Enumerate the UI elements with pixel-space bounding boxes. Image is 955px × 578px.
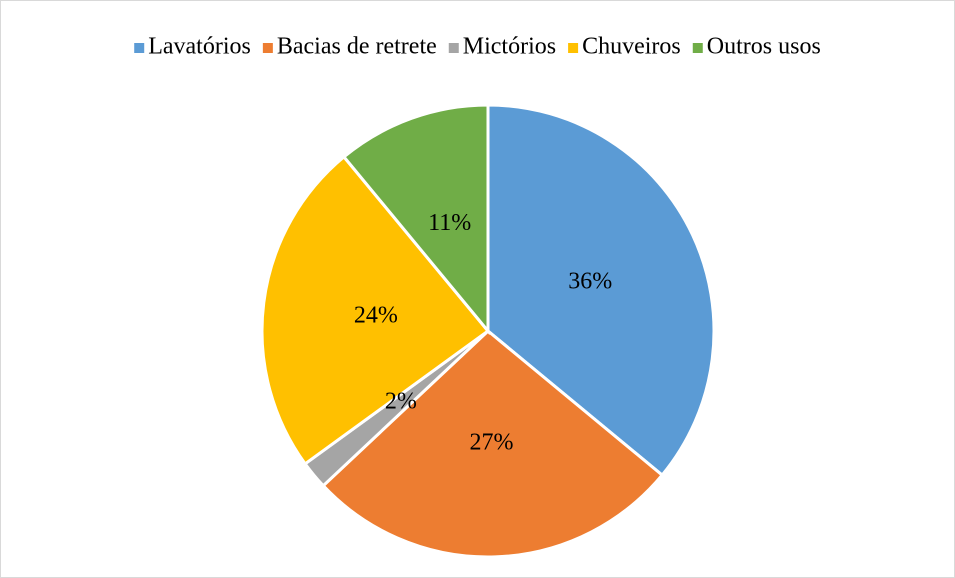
data-label: 24% xyxy=(354,302,398,328)
legend-swatch xyxy=(568,43,579,53)
pie-slice xyxy=(321,329,665,559)
data-label: 11% xyxy=(428,210,471,236)
pie-slice xyxy=(341,103,490,336)
data-label: 2% xyxy=(385,389,417,415)
data-label: 36% xyxy=(568,268,612,294)
legend-label: Outros usos xyxy=(707,34,821,60)
legend-swatch xyxy=(134,43,145,53)
legend: Lavatórios Bacias de retrete Mictórios Chuv… xyxy=(134,34,821,60)
legend-swatch xyxy=(448,43,459,53)
legend-swatch xyxy=(692,43,703,53)
legend-label: Lavatórios xyxy=(148,34,251,60)
legend-label: Mictórios xyxy=(463,34,556,60)
legend-swatch xyxy=(262,43,273,53)
pie-slice xyxy=(260,154,491,466)
data-label: 27% xyxy=(470,429,514,455)
legend-label: Chuveiros xyxy=(582,34,681,60)
legend-label: Bacias de retrete xyxy=(277,34,437,60)
pie-slice xyxy=(486,103,716,478)
